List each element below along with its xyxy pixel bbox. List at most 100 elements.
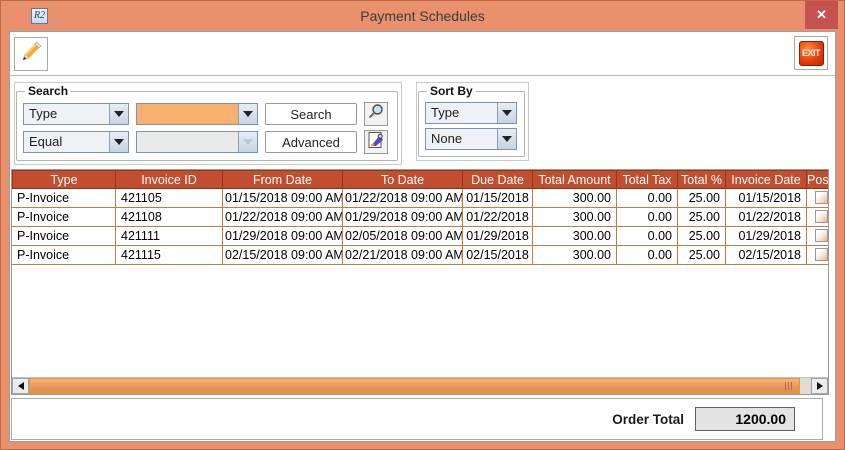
sort-secondary-value: None <box>431 131 463 146</box>
cell-total_amount: 300.00 <box>533 189 617 208</box>
scroll-right-button[interactable] <box>811 378 828 394</box>
scrollbar-track[interactable] <box>29 378 811 394</box>
cell-to_date: 01/22/2018 09:00 AM <box>343 189 463 208</box>
table-row[interactable]: P-Invoice 421108 01/22/2018 09:00 AM 01/29/… <box>12 208 828 227</box>
table-row[interactable]: P-Invoice 421111 01/29/2018 09:00 AM 02/05/… <box>12 227 828 246</box>
posted-checkbox[interactable] <box>815 229 828 242</box>
cell-total_pct: 25.00 <box>678 227 726 246</box>
dropdown-arrow-icon <box>109 104 128 124</box>
cell-total_tax: 0.00 <box>617 246 678 265</box>
cell-total_pct: 25.00 <box>678 189 726 208</box>
close-button[interactable]: ✕ <box>805 1 838 29</box>
column-header-type[interactable]: Type <box>12 170 116 189</box>
advanced-button[interactable]: Advanced <box>265 131 357 153</box>
cell-due_date: 01/22/2018 <box>463 208 533 227</box>
dropdown-arrow-icon <box>238 132 257 152</box>
table-header-row: Type Invoice ID From Date To Date Due Date To… <box>12 170 828 189</box>
exit-icon: EXIT <box>798 40 824 66</box>
column-header-total_tax[interactable]: Total Tax <box>617 170 678 189</box>
cell-total_tax: 0.00 <box>617 227 678 246</box>
search-value2-text <box>137 132 238 152</box>
column-header-to_date[interactable]: To Date <box>343 170 463 189</box>
column-header-from_date[interactable]: From Date <box>223 170 343 189</box>
footer-panel: Order Total 1200.00 <box>11 398 823 440</box>
cell-from_date: 02/15/2018 09:00 AM <box>223 246 343 265</box>
table-empty-space <box>12 265 828 377</box>
cell-to_date: 02/21/2018 09:00 AM <box>343 246 463 265</box>
order-total-field: 1200.00 <box>695 407 795 431</box>
cell-invoice_id: 421105 <box>116 189 223 208</box>
cell-due_date: 01/29/2018 <box>463 227 533 246</box>
dropdown-arrow-icon <box>109 132 128 152</box>
column-header-invoice_id[interactable]: Invoice ID <box>116 170 223 189</box>
cell-invoice_id: 421115 <box>116 246 223 265</box>
quick-search-button[interactable] <box>364 102 388 126</box>
search-operator-dropdown[interactable]: Equal <box>23 131 129 153</box>
search-button[interactable]: Search <box>265 103 357 125</box>
cell-from_date: 01/15/2018 09:00 AM <box>223 189 343 208</box>
cell-posted <box>807 227 828 246</box>
scroll-left-button[interactable] <box>12 378 29 394</box>
toolbar: EXIT <box>10 32 835 76</box>
exit-button[interactable]: EXIT <box>794 36 828 70</box>
search-operator-value: Equal <box>29 134 63 149</box>
column-header-invoice_date[interactable]: Invoice Date <box>726 170 807 189</box>
posted-checkbox[interactable] <box>815 248 828 261</box>
column-header-total_pct[interactable]: Total % <box>678 170 726 189</box>
dropdown-arrow-icon <box>238 104 257 124</box>
payment-schedule-table: Type Invoice ID From Date To Date Due Date To… <box>11 169 829 395</box>
search-panel: Search Type Search <box>14 82 402 165</box>
scroll-right-icon <box>816 382 823 390</box>
window-title: Payment Schedules <box>360 8 485 24</box>
pencil-icon <box>20 41 42 68</box>
cell-total_amount: 300.00 <box>533 208 617 227</box>
sort-secondary-dropdown[interactable]: None <box>425 128 517 150</box>
cell-invoice_date: 01/15/2018 <box>726 189 807 208</box>
cell-invoice_id: 421108 <box>116 208 223 227</box>
table-viewport: Type Invoice ID From Date To Date Due Date To… <box>12 170 828 265</box>
search-field-dropdown[interactable]: Type <box>23 103 129 125</box>
cell-to_date: 02/05/2018 09:00 AM <box>343 227 463 246</box>
sort-primary-value: Type <box>431 105 460 120</box>
cell-posted <box>807 208 828 227</box>
column-header-due_date[interactable]: Due Date <box>463 170 533 189</box>
table-row[interactable]: P-Invoice 421115 02/15/2018 09:00 AM 02/21/… <box>12 246 828 265</box>
advanced-find-button[interactable] <box>364 130 388 154</box>
cell-to_date: 01/29/2018 09:00 AM <box>343 208 463 227</box>
cell-type: P-Invoice <box>12 208 116 227</box>
cell-from_date: 01/29/2018 09:00 AM <box>223 227 343 246</box>
sort-legend: Sort By <box>430 84 473 98</box>
table-row[interactable]: P-Invoice 421105 01/15/2018 09:00 AM 01/22/… <box>12 189 828 208</box>
search-field-value: Type <box>29 106 58 121</box>
scrollbar-thumb[interactable] <box>29 378 800 394</box>
column-header-total_amount[interactable]: Total Amount <box>533 170 617 189</box>
search-legend: Search <box>28 84 69 98</box>
posted-checkbox[interactable] <box>815 191 828 204</box>
cell-invoice_date: 02/15/2018 <box>726 246 807 265</box>
content-area: EXIT Search Type Sear <box>9 31 836 442</box>
search-value-dropdown[interactable] <box>136 103 258 125</box>
magnifier-icon <box>367 103 385 126</box>
cell-from_date: 01/22/2018 09:00 AM <box>223 208 343 227</box>
dropdown-arrow-icon <box>497 129 516 149</box>
cell-total_amount: 300.00 <box>533 227 617 246</box>
posted-checkbox[interactable] <box>815 210 828 223</box>
horizontal-scrollbar[interactable] <box>12 377 828 394</box>
table-body: P-Invoice 421105 01/15/2018 09:00 AM 01/22/… <box>12 189 828 265</box>
cell-posted <box>807 246 828 265</box>
cell-total_pct: 25.00 <box>678 208 726 227</box>
advanced-find-icon <box>367 131 385 154</box>
search-value2-dropdown <box>136 131 258 153</box>
sort-primary-dropdown[interactable]: Type <box>425 102 517 124</box>
scroll-left-icon <box>17 382 24 390</box>
cell-total_tax: 0.00 <box>617 189 678 208</box>
filter-row: Search Type Search <box>10 76 835 168</box>
cell-total_pct: 25.00 <box>678 246 726 265</box>
cell-posted <box>807 189 828 208</box>
cell-invoice_date: 01/29/2018 <box>726 227 807 246</box>
cell-total_amount: 300.00 <box>533 246 617 265</box>
column-header-posted[interactable]: Posted <box>807 170 828 189</box>
edit-button[interactable] <box>14 37 48 71</box>
dropdown-arrow-icon <box>497 103 516 123</box>
